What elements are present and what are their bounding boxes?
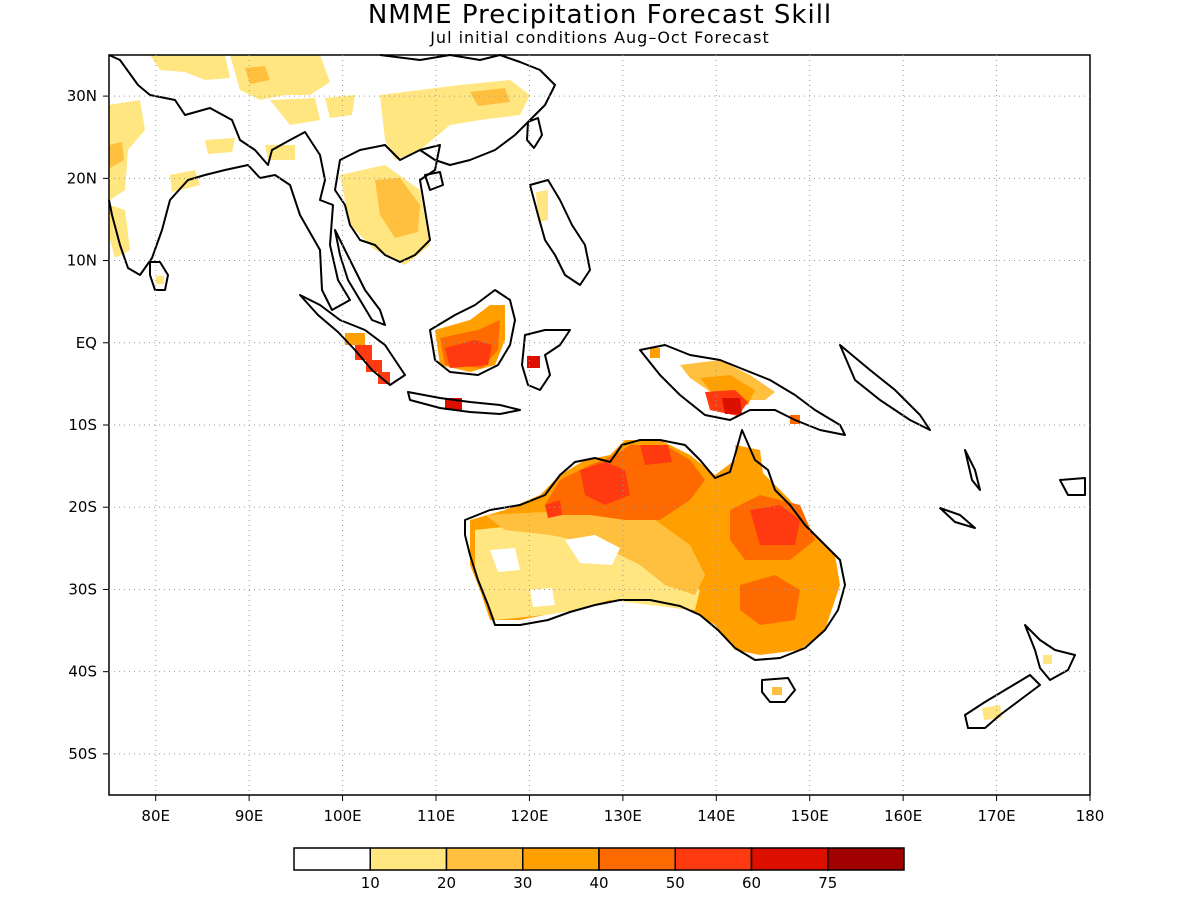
legend-label: 10 xyxy=(361,874,380,892)
coastline-philippines xyxy=(529,179,591,286)
legend-label: 40 xyxy=(589,874,608,892)
skill-patch-south-china xyxy=(380,80,530,160)
y-tick-label: 10S xyxy=(68,416,97,434)
legend-label: 20 xyxy=(437,874,456,892)
coastline-south-asia xyxy=(108,54,351,311)
y-tick-label: EQ xyxy=(76,334,97,352)
legend-label: 30 xyxy=(513,874,532,892)
x-tick-label: 100E xyxy=(324,807,362,825)
coastline-nz-south xyxy=(964,674,1041,729)
skill-patch-south-china-inner xyxy=(470,88,510,106)
skill-patch-nz-south xyxy=(982,705,1002,720)
map-title: NMME Precipitation Forecast Skill xyxy=(367,0,833,30)
skill-patch-new-guinea-core xyxy=(722,398,742,414)
skill-patch-tibet-a xyxy=(150,55,230,80)
coastline-indochina xyxy=(334,144,441,263)
skill-patch-india-south xyxy=(110,205,130,258)
legend-swatch xyxy=(827,847,905,871)
skill-patch-sumatra-a xyxy=(345,333,365,345)
skill-patch-australia-white-c xyxy=(530,588,555,607)
skill-shading xyxy=(109,55,1052,720)
skill-patch-nepal xyxy=(205,138,235,154)
legend-swatch xyxy=(750,847,829,871)
map-subtitle: Jul initial conditions Aug–Oct Forecast xyxy=(430,28,770,47)
coastlines xyxy=(108,54,1086,729)
y-tick-label: 20N xyxy=(67,169,97,187)
y-tick-label: 30N xyxy=(67,87,97,105)
legend-label: 75 xyxy=(818,874,837,892)
y-tick-label: 20S xyxy=(68,498,97,516)
coastline-malay-peninsula xyxy=(334,229,386,326)
map-frame: 80E 90E 100E 110E 120E 130E 140E 150E 160E 170E 18… xyxy=(67,54,1104,825)
skill-patch-india-west xyxy=(109,100,145,200)
coastline-sri-lanka xyxy=(149,261,169,291)
y-tick-label: 10N xyxy=(67,252,97,270)
y-axis: 30N 20N 10N EQ 10S 20S 30S 40S 50S xyxy=(67,87,109,763)
skill-patch-australia-west-coast xyxy=(485,512,705,595)
x-tick-label: 90E xyxy=(235,807,264,825)
skill-patch-australia-north-inner xyxy=(580,462,630,505)
skill-patch-australia-white-a xyxy=(565,535,620,565)
coastline-borneo xyxy=(429,289,516,376)
x-axis: 80E 90E 100E 110E 120E 130E 140E 150E 160E 170E 18… xyxy=(141,795,1104,825)
skill-patch-india-west-inner xyxy=(109,142,124,168)
skill-patch-luzon xyxy=(536,190,548,222)
skill-patch-nz-north xyxy=(1043,655,1052,664)
coastline-australia xyxy=(464,429,846,661)
coastline-sulawesi xyxy=(521,329,571,391)
coastline-taiwan xyxy=(526,117,543,149)
coastline-china xyxy=(379,54,556,166)
x-tick-label: 170E xyxy=(978,807,1016,825)
legend-swatch xyxy=(598,847,676,871)
coastline-pacific-islands xyxy=(939,449,1086,529)
legend-swatch xyxy=(674,847,753,871)
skill-patch-tibet-b xyxy=(230,55,330,100)
skill-patch-srilanka xyxy=(156,276,164,284)
legend-swatch xyxy=(445,847,524,871)
legend-swatch xyxy=(369,847,448,871)
x-tick-label: 140E xyxy=(697,807,735,825)
grid-lines xyxy=(109,55,1090,795)
skill-patch-tibet-d xyxy=(270,98,320,125)
skill-patch-tibet-c xyxy=(245,66,270,84)
skill-patch-cape-york xyxy=(735,445,765,495)
skill-patch-australia-white-b xyxy=(490,548,520,572)
x-tick-label: 160E xyxy=(884,807,922,825)
coastline-sumatra xyxy=(299,294,406,386)
skill-patch-borneo-inner xyxy=(445,340,492,368)
x-tick-label: 150E xyxy=(791,807,829,825)
legend-label: 50 xyxy=(666,874,685,892)
coastline-tasmania xyxy=(761,677,796,703)
x-tick-label: 130E xyxy=(604,807,642,825)
y-tick-label: 40S xyxy=(68,663,97,681)
coastline-nz-north xyxy=(1024,624,1076,681)
colorbar-legend: 10 20 30 40 50 60 75 xyxy=(293,847,905,892)
coastline-png-islands xyxy=(839,344,931,431)
coastline-new-guinea xyxy=(639,344,846,436)
coastline-java xyxy=(407,391,521,415)
x-tick-label: 120E xyxy=(510,807,548,825)
x-tick-label: 110E xyxy=(417,807,455,825)
skill-patch-vietnam xyxy=(375,178,420,238)
skill-patch-australia-east-inner xyxy=(750,505,800,545)
y-tick-label: 30S xyxy=(68,580,97,598)
skill-patch-halmahera xyxy=(650,348,660,358)
skill-patch-australia-northwest xyxy=(545,500,562,518)
skill-patch-australia-southeast xyxy=(740,575,800,625)
skill-patch-sumatra-b xyxy=(355,345,390,384)
skill-patch-bengal xyxy=(170,170,200,192)
x-tick-label: 180 xyxy=(1076,807,1105,825)
legend-swatch xyxy=(293,847,371,871)
legend-label: 60 xyxy=(742,874,761,892)
skill-patch-australia-north-peak xyxy=(640,445,672,465)
legend-swatch xyxy=(522,847,600,871)
skill-patch-myanmar xyxy=(325,95,355,118)
skill-patch-sulawesi xyxy=(527,356,540,368)
y-tick-label: 50S xyxy=(68,745,97,763)
coastline-hainan xyxy=(424,171,444,191)
x-tick-label: 80E xyxy=(141,807,170,825)
skill-patch-tasmania xyxy=(772,687,782,695)
